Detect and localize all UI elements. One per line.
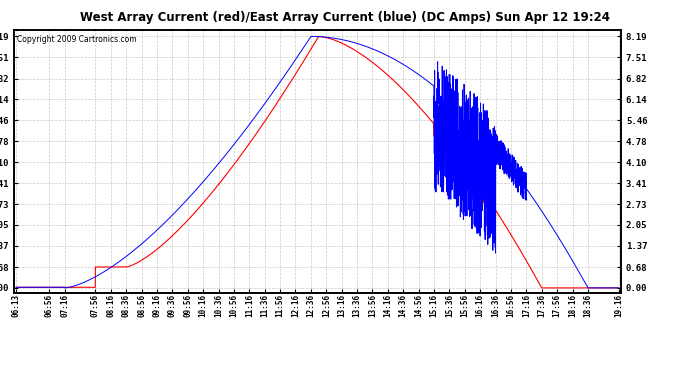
Text: Copyright 2009 Cartronics.com: Copyright 2009 Cartronics.com [17, 35, 137, 44]
Text: West Array Current (red)/East Array Current (blue) (DC Amps) Sun Apr 12 19:24: West Array Current (red)/East Array Curr… [80, 11, 610, 24]
